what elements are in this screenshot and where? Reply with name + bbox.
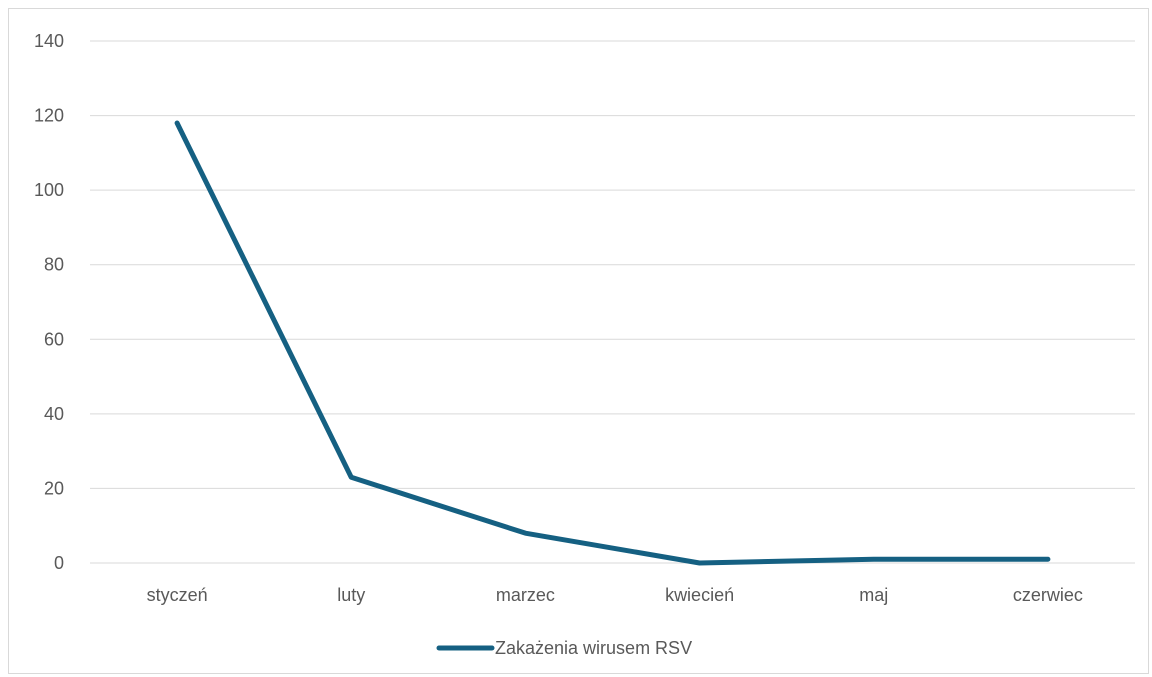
y-axis-tick-labels: 0 20 40 60 80 100 120 140 [34, 31, 64, 573]
x-tick-label: czerwiec [1013, 585, 1083, 605]
x-tick-label: marzec [496, 585, 555, 605]
x-tick-label: styczeń [147, 585, 208, 605]
x-tick-label: luty [337, 585, 365, 605]
y-tick-label: 20 [44, 478, 64, 498]
y-tick-label: 0 [54, 553, 64, 573]
x-tick-label: maj [859, 585, 888, 605]
y-tick-label: 100 [34, 180, 64, 200]
x-axis-tick-labels: styczeń luty marzec kwiecień maj czerwiec [147, 585, 1083, 605]
gridlines [90, 40, 1135, 564]
y-tick-label: 60 [44, 329, 64, 349]
series-line [174, 120, 1051, 566]
x-tick-label: kwiecień [665, 585, 734, 605]
series-layer [174, 120, 1051, 566]
legend-label: Zakażenia wirusem RSV [495, 638, 692, 658]
y-tick-label: 80 [44, 255, 64, 275]
y-tick-label: 40 [44, 404, 64, 424]
y-tick-label: 140 [34, 31, 64, 51]
legend: Zakażenia wirusem RSV [436, 638, 692, 658]
y-tick-label: 120 [34, 106, 64, 126]
